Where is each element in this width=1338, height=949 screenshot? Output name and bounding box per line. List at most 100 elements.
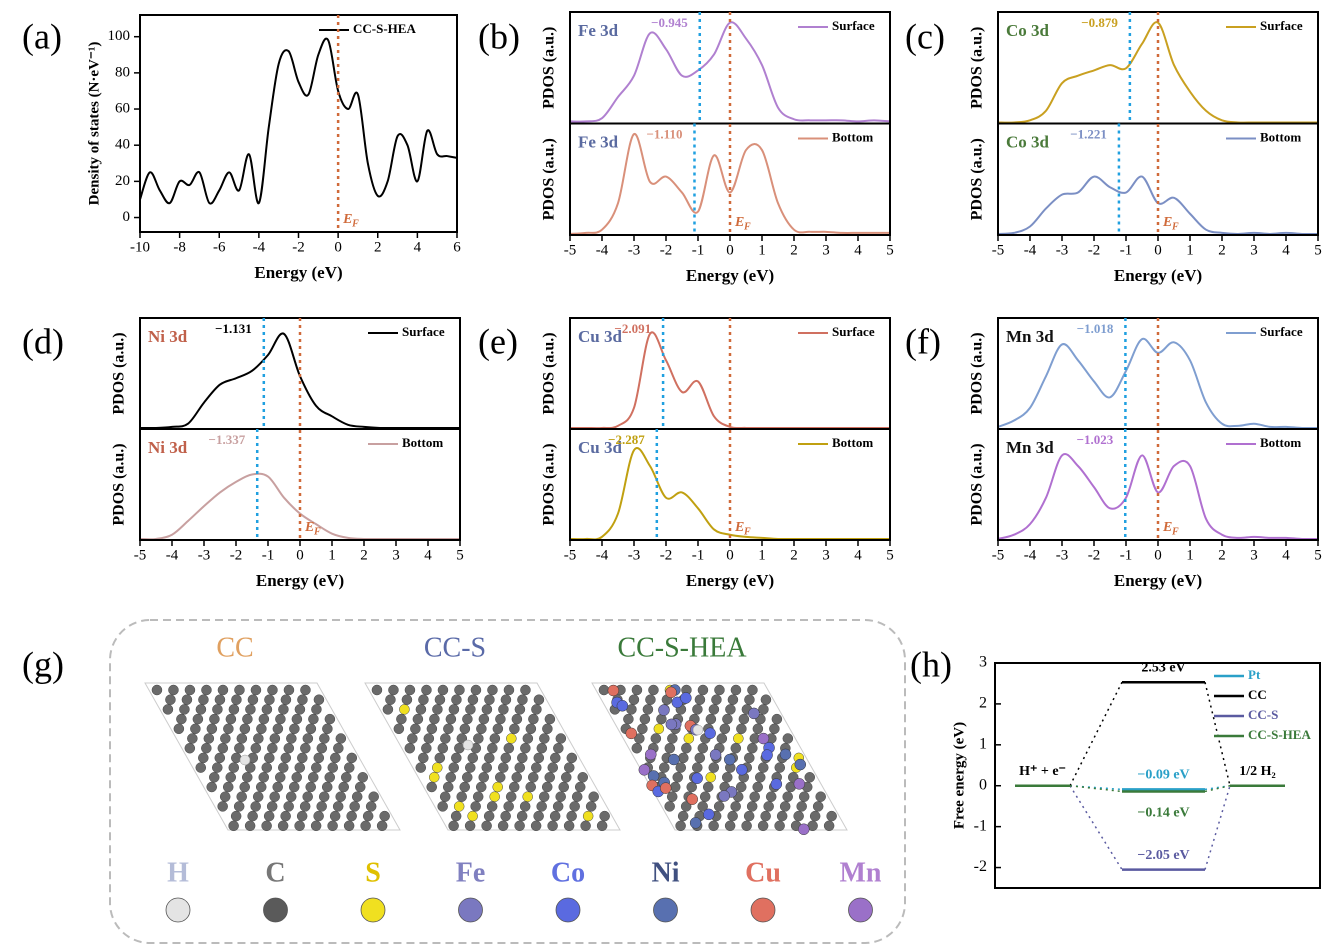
atom <box>382 704 394 715</box>
x-tick-label: -5 <box>992 547 1005 563</box>
structure-title: CC-S-HEA <box>617 632 747 663</box>
atom <box>206 781 217 793</box>
atom <box>244 820 256 832</box>
dos-line <box>569 133 890 235</box>
atom <box>263 810 275 822</box>
h-atom <box>462 739 474 751</box>
atom <box>255 781 267 793</box>
x-tick-label: 2 <box>360 547 368 563</box>
atom <box>184 684 196 696</box>
y-axis-label: Free energy (eV) <box>951 722 967 829</box>
atom <box>599 810 610 822</box>
d-band-center-label: −2.287 <box>608 432 645 447</box>
atom <box>275 713 286 725</box>
atom <box>291 713 303 725</box>
atom <box>470 684 482 696</box>
x-tick-label: -5 <box>564 547 577 563</box>
legend-label: Surface <box>832 324 875 339</box>
atom <box>247 810 258 822</box>
y-tick-label: 100 <box>108 28 131 44</box>
atom <box>288 781 300 793</box>
atom <box>299 801 311 812</box>
x-tick-label: -4 <box>166 547 179 563</box>
atom <box>555 791 566 802</box>
atom <box>544 772 555 783</box>
atom <box>401 694 413 705</box>
connector <box>1069 785 1123 870</box>
atom <box>735 781 747 793</box>
atom <box>758 762 769 773</box>
atom <box>645 694 656 705</box>
atom <box>214 752 226 764</box>
atom <box>308 713 319 725</box>
atom <box>261 820 272 832</box>
atom <box>563 820 575 832</box>
atom <box>428 772 440 783</box>
element-label: Fe 3d <box>578 132 619 151</box>
panel-label: (b) <box>478 16 520 56</box>
y-axis-label: PDOS (a.u.) <box>969 443 986 525</box>
atom <box>445 713 457 725</box>
atom <box>722 713 733 725</box>
metal-atom <box>638 764 651 776</box>
atom <box>516 810 528 822</box>
atom <box>179 704 190 715</box>
x-tick-label: 1 <box>758 242 766 258</box>
metal-atom <box>709 749 722 761</box>
x-tick-label: -5 <box>992 242 1005 258</box>
atom <box>212 762 223 773</box>
atom <box>650 733 662 744</box>
atom <box>223 723 234 735</box>
atom <box>659 762 670 773</box>
metal-atom <box>779 748 792 761</box>
metal-atom <box>689 817 702 829</box>
atom <box>448 762 460 773</box>
atom <box>285 791 297 802</box>
x-tick-label: 5 <box>1314 547 1322 563</box>
atom <box>506 733 517 744</box>
connector <box>1204 784 1231 793</box>
x-tick-label: 3 <box>392 547 400 563</box>
x-tick-label: -1 <box>1120 242 1133 258</box>
atom <box>582 810 594 822</box>
atom <box>648 684 659 696</box>
atom <box>542 723 553 735</box>
structure-title: CC-S <box>424 632 486 663</box>
atom <box>492 723 504 735</box>
dos-line <box>569 331 890 430</box>
atom <box>311 704 322 715</box>
y-tick-label: 0 <box>979 776 987 793</box>
atom <box>412 713 424 725</box>
lattice <box>371 684 610 832</box>
atom <box>432 704 443 715</box>
panel-label: (f) <box>905 321 941 361</box>
atom <box>321 781 333 793</box>
element-ball <box>458 897 483 923</box>
atom <box>324 772 335 783</box>
atom <box>181 694 193 705</box>
atom <box>445 772 456 783</box>
atom <box>360 820 371 832</box>
element-name: H <box>167 857 189 888</box>
atom <box>432 762 443 773</box>
atom <box>272 723 284 735</box>
atom <box>294 820 305 832</box>
atom <box>307 772 319 783</box>
metal-atom <box>625 727 638 740</box>
lattice <box>151 684 390 832</box>
panel-label: (h) <box>910 644 952 684</box>
atom <box>250 801 261 812</box>
atom <box>234 684 245 696</box>
atom <box>494 772 506 783</box>
fermi-label: E <box>342 212 352 227</box>
atom <box>343 820 355 832</box>
atom <box>162 704 174 715</box>
atom <box>423 733 435 744</box>
atom <box>219 791 231 802</box>
atom <box>708 820 719 832</box>
atom <box>531 762 542 773</box>
atom <box>297 752 308 764</box>
x-tick-label: -4 <box>1024 242 1037 258</box>
atom <box>631 742 643 754</box>
atom <box>738 713 750 725</box>
